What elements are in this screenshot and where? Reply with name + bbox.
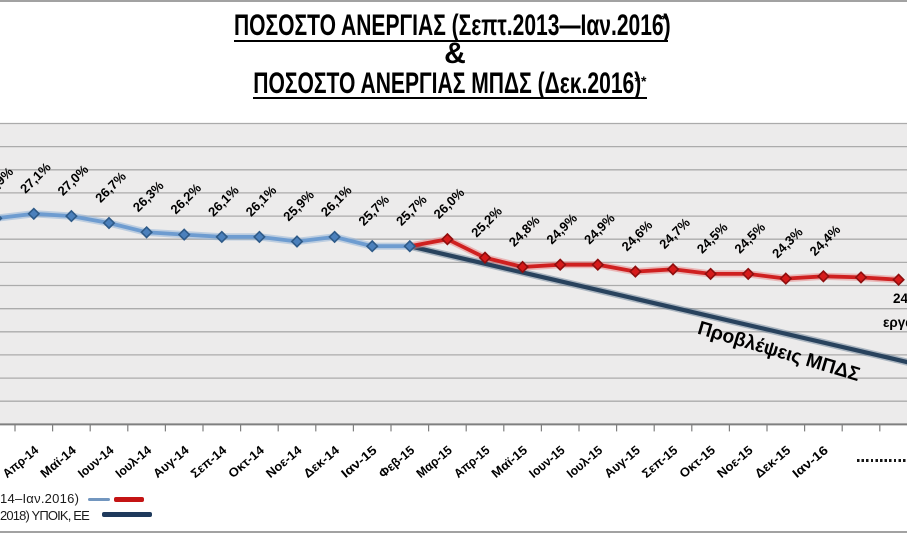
svg-text:Δεκ-14: Δεκ-14: [301, 443, 342, 481]
svg-text:Νοε-14: Νοε-14: [263, 443, 304, 481]
svg-text:Μαϊ-14: Μαϊ-14: [38, 443, 79, 481]
svg-text:Αυγ-15: Αυγ-15: [602, 443, 643, 481]
svg-text:Απρ-15: Απρ-15: [451, 443, 492, 481]
svg-text:Ιουλ-15: Ιουλ-15: [564, 443, 605, 481]
svg-text:Μαρ-15: Μαρ-15: [414, 443, 455, 481]
svg-text:Φεβ-15: Φεβ-15: [376, 443, 417, 481]
svg-text:Σεπ-15: Σεπ-15: [639, 443, 680, 481]
svg-text:Ιαν-15: Ιαν-15: [338, 443, 379, 481]
svg-text:Ιαν-16: Ιαν-16: [790, 443, 831, 481]
svg-text:Ιουλ-14: Ιουλ-14: [113, 443, 154, 481]
svg-text:Οκτ-14: Οκτ-14: [226, 443, 267, 481]
svg-text:Αυγ-14: Αυγ-14: [150, 443, 191, 481]
svg-text:Μαϊ-15: Μαϊ-15: [489, 443, 530, 481]
svg-text:Ιουν-14: Ιουν-14: [75, 443, 116, 481]
svg-text:Οκτ-15: Οκτ-15: [677, 443, 718, 481]
svg-text:Ιουν-15: Ιουν-15: [526, 443, 567, 481]
svg-text:Απρ-14: Απρ-14: [0, 443, 41, 481]
svg-text:Σεπ-14: Σεπ-14: [188, 443, 229, 481]
svg-text:Δεκ-15: Δεκ-15: [752, 443, 793, 481]
svg-text:Νοε-15: Νοε-15: [714, 443, 755, 481]
